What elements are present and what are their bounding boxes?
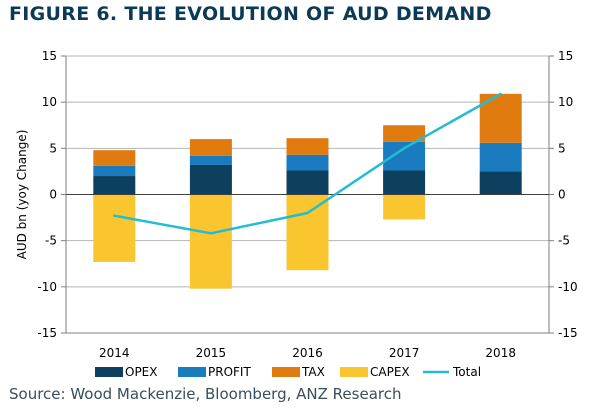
y-tick-label-left: -5 (45, 234, 57, 248)
bar-tax-2014 (93, 150, 136, 166)
bar-opex-2016 (286, 170, 329, 195)
total-point-2014 (113, 214, 116, 217)
bar-opex-2014 (93, 176, 136, 195)
bar-profit-2014 (93, 165, 136, 177)
source-note: Source: Wood Mackenzie, Bloomberg, ANZ R… (9, 385, 402, 403)
bar-tax-2017 (383, 125, 426, 142)
y-tick-label-right: -10 (558, 280, 578, 294)
y-tick-label-right: 5 (558, 141, 566, 155)
bar-capex-2014 (93, 194, 136, 262)
total-line (113, 92, 502, 235)
y-tick-label-right: -5 (558, 234, 570, 248)
y-tick-label-right: 0 (558, 188, 566, 202)
legend-label-capex: CAPEX (370, 365, 410, 379)
legend-swatch-capex (340, 367, 368, 377)
y-tick-label-left: -10 (37, 280, 57, 294)
bar-opex-2015 (189, 164, 232, 195)
y-tick-label-right: -15 (558, 326, 578, 340)
bars (93, 93, 522, 289)
total-point-2015 (209, 232, 213, 235)
y-tick-label-left: 10 (42, 95, 57, 109)
y-tick-label-left: 0 (49, 188, 57, 202)
bar-tax-2015 (189, 139, 232, 156)
bar-tax-2016 (286, 138, 329, 155)
legend-label-profit: PROFIT (208, 365, 251, 379)
total-point-2016 (306, 211, 309, 215)
axes (61, 55, 554, 334)
x-tick-label: 2015 (196, 346, 227, 360)
legend: OPEX PROFIT TAX CAPEX Total (95, 365, 481, 379)
legend-label-opex: OPEX (125, 365, 157, 379)
y-tick-label-right: 10 (558, 95, 573, 109)
bar-capex-2017 (383, 194, 426, 220)
bar-opex-2017 (383, 170, 426, 195)
y-axis-title: AUD bn (yoy Change) (15, 130, 29, 260)
bar-capex-2016 (286, 194, 329, 271)
x-tick-label: 2017 (389, 346, 420, 360)
x-tick-label: 2014 (99, 346, 130, 360)
x-tick-label: 2016 (292, 346, 323, 360)
legend-label-total: Total (452, 365, 481, 379)
bar-profit-2015 (189, 155, 232, 165)
bar-capex-2015 (189, 194, 232, 289)
figure-title: FIGURE 6. THE EVOLUTION OF AUD DEMAND (9, 3, 492, 25)
y-tick-label-right: 15 (558, 49, 573, 63)
tick-labels: -15 -15 -10 -10 -5 -5 0 0 5 5 10 10 15 15 2014 2015 2016… (15, 49, 578, 360)
bar-profit-2017 (383, 141, 426, 171)
legend-label-tax: TAX (301, 365, 325, 379)
bar-profit-2016 (286, 154, 329, 171)
legend-swatch-opex (95, 367, 123, 377)
total-point-2018 (499, 92, 502, 96)
y-tick-label-left: -15 (37, 326, 57, 340)
y-tick-label-left: 5 (49, 141, 57, 155)
bar-opex-2018 (479, 171, 522, 195)
x-tick-label: 2018 (485, 346, 516, 360)
legend-swatch-profit (178, 367, 206, 377)
total-point-2017 (402, 147, 406, 150)
legend-swatch-tax (272, 367, 300, 377)
y-tick-label-left: 15 (42, 49, 57, 63)
bar-profit-2018 (479, 142, 522, 172)
